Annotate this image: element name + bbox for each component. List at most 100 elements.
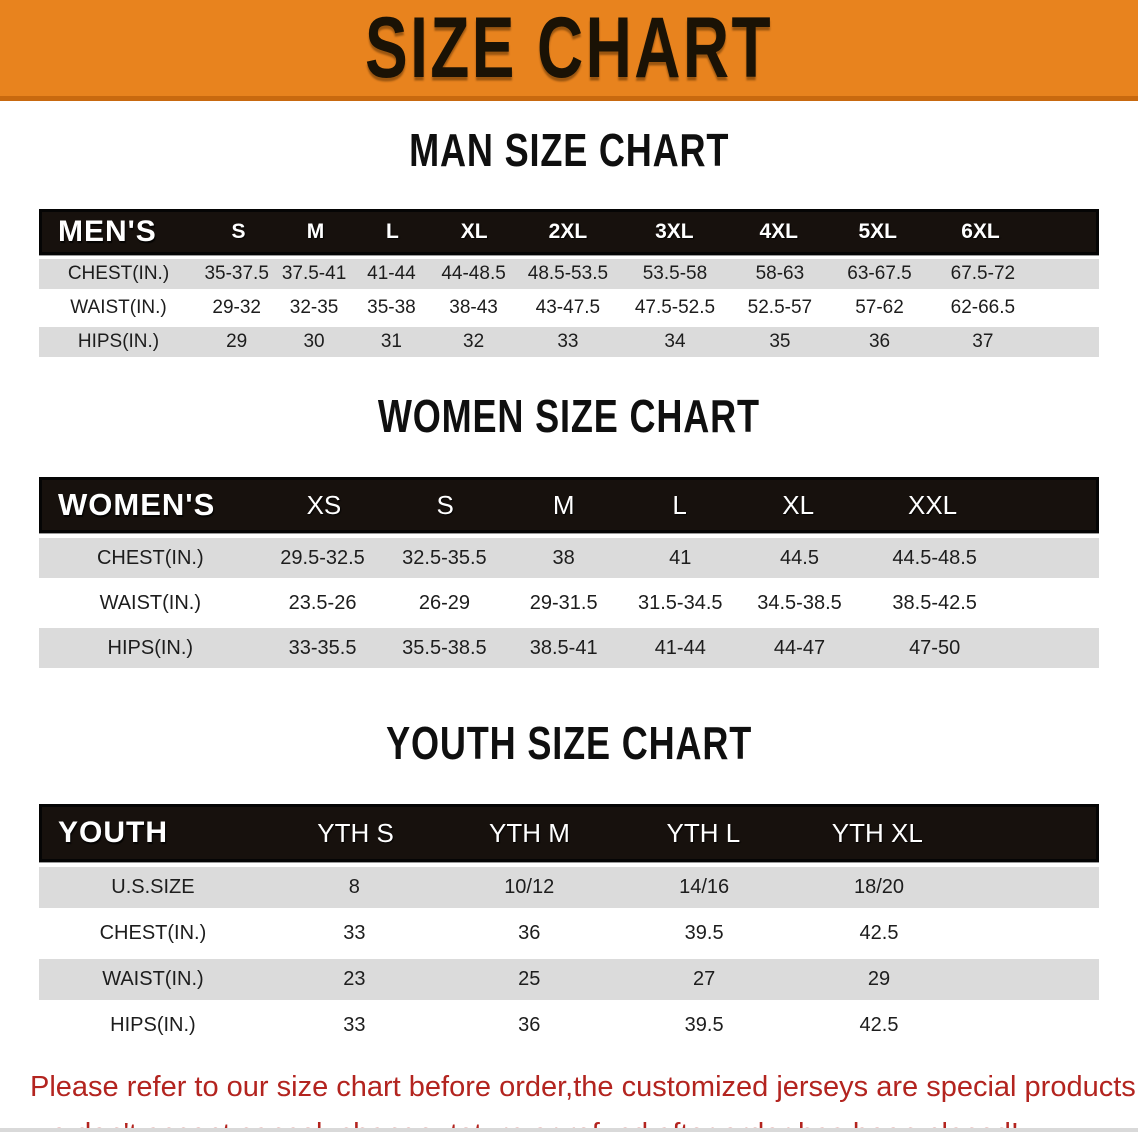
cell-value: 32.5-35.5 <box>402 546 487 569</box>
cell-value: 29 <box>226 331 248 352</box>
row-label: CHEST(IN.) <box>67 263 170 284</box>
cell-value: 44-47 <box>773 636 826 659</box>
women-header-label: WOMEN'S <box>58 487 216 522</box>
cell-value: 36 <box>518 922 541 944</box>
mens-row-chest-in: CHEST(IN.) 35-37.5 37.5-41 41-44 44-48.5 48.5… <box>39 259 1099 289</box>
mens-size-column-5: 3XL <box>655 220 694 243</box>
mens-row-hips-in: HIPS(IN.) 29 30 31 32 33 34 35 36 37 <box>39 327 1099 357</box>
row-label: CHEST(IN.) <box>99 922 207 944</box>
cell-value: 33 <box>343 1014 366 1036</box>
cell-value: 38.5-42.5 <box>892 591 977 614</box>
row-label: HIPS(IN.) <box>110 1014 196 1036</box>
disclaimer-line-1: Please refer to our size chart before or… <box>30 1071 1138 1103</box>
cell-value: 63-67.5 <box>847 263 912 284</box>
cell-value: 34 <box>664 331 686 352</box>
cell-value: 41-44 <box>367 263 416 284</box>
cell-value: 25 <box>518 968 541 990</box>
mens-size-column-6: 4XL <box>759 220 798 243</box>
cell-value: 39.5 <box>684 922 724 944</box>
mens-table-header: MEN'S S M L XL 2XL 3XL 4XL 5XL 6XL <box>39 209 1099 255</box>
women-size-column-1: S <box>436 489 454 520</box>
cell-value: 52.5-57 <box>747 297 813 318</box>
mens-size-column-3: XL <box>460 220 488 243</box>
cell-value: 47-50 <box>909 636 961 659</box>
bottom-edge-strip <box>0 1128 1138 1132</box>
cell-value: 36 <box>518 1014 541 1036</box>
cell-value: 35 <box>769 331 791 352</box>
mens-size-column-4: 2XL <box>548 220 588 243</box>
cell-value: 23.5-26 <box>288 591 357 614</box>
cell-value: 67.5-72 <box>950 263 1016 284</box>
cell-value: 8 <box>348 876 360 898</box>
disclaimer-note: Please refer to our size chart before or… <box>30 1064 1138 1132</box>
youth-row-waist-in: WAIST(IN.) 23 25 27 29 <box>39 959 1099 1000</box>
cell-value: 33 <box>343 922 366 944</box>
cell-value: 30 <box>303 331 325 352</box>
youth-size-column-1: YTH M <box>489 817 570 848</box>
cell-value: 29-31.5 <box>529 591 598 614</box>
women-size-column-4: XL <box>782 489 815 520</box>
youth-table-header: YOUTH YTH S YTH M YTH L YTH XL <box>39 804 1099 862</box>
banner: SIZE CHART <box>0 0 1138 101</box>
youth-row-chest-in: CHEST(IN.) 33 36 39.5 42.5 <box>39 913 1099 954</box>
cell-value: 41 <box>669 546 692 569</box>
row-label: CHEST(IN.) <box>96 546 204 569</box>
cell-value: 38.5-41 <box>529 636 598 659</box>
women-size-column-5: XXL <box>908 489 958 520</box>
cell-value: 33-35.5 <box>288 636 357 659</box>
youth-header-label: YOUTH <box>58 816 168 849</box>
cell-value: 44-48.5 <box>441 263 506 284</box>
cell-value: 38 <box>552 546 575 569</box>
cell-value: 29 <box>867 968 891 990</box>
mens-row-waist-in: WAIST(IN.) 29-32 32-35 35-38 38-43 43-47.5 47.… <box>39 293 1099 323</box>
youth-size-column-0: YTH S <box>317 817 394 848</box>
women-table-header: WOMEN'S XS S M L XL XXL <box>39 477 1099 533</box>
cell-value: 23 <box>343 968 366 990</box>
cell-value: 37.5-41 <box>281 263 347 284</box>
cell-value: 34.5-38.5 <box>757 591 842 614</box>
cell-value: 33 <box>557 331 579 352</box>
row-label: WAIST(IN.) <box>70 297 167 318</box>
cell-value: 43-47.5 <box>535 297 601 318</box>
cell-value: 36 <box>868 331 891 352</box>
cell-value: 48.5-53.5 <box>527 263 609 284</box>
women-size-column-3: L <box>672 489 687 520</box>
cell-value: 29.5-32.5 <box>280 546 365 569</box>
cell-value: 41-44 <box>654 636 706 659</box>
row-label: WAIST(IN.) <box>99 591 202 614</box>
man-section-title: MAN SIZE CHART <box>408 124 730 177</box>
cell-value: 47.5-52.5 <box>634 297 716 318</box>
mens-size-column-7: 5XL <box>858 220 898 243</box>
cell-value: 37 <box>972 331 994 352</box>
youth-row-u-s-size: U.S.SIZE 8 10/12 14/16 18/20 <box>39 867 1099 908</box>
banner-title: SIZE CHART <box>365 0 773 96</box>
cell-value: 44.5 <box>780 546 819 569</box>
women-size-column-2: M <box>552 489 575 520</box>
cell-value: 31 <box>380 331 402 352</box>
cell-value: 53.5-58 <box>642 263 708 284</box>
women-section-title: WOMEN SIZE CHART <box>378 390 760 443</box>
cell-value: 32 <box>463 331 485 352</box>
youth-size-column-3: YTH XL <box>831 817 923 848</box>
cell-value: 14/16 <box>679 876 730 898</box>
row-label: U.S.SIZE <box>111 876 195 898</box>
youth-row-hips-in: HIPS(IN.) 33 36 39.5 42.5 <box>39 1005 1099 1046</box>
cell-value: 38-43 <box>449 297 498 318</box>
cell-value: 10/12 <box>504 876 555 898</box>
row-label: HIPS(IN.) <box>107 636 194 659</box>
women-row-chest-in: CHEST(IN.) 29.5-32.5 32.5-35.5 38 41 44.5 44.5… <box>39 538 1099 578</box>
cell-value: 35-37.5 <box>204 263 269 284</box>
cell-value: 35-38 <box>367 297 416 318</box>
womens-size-table: WOMEN'S XS S M L XL XXL CHEST(IN.) 29.5-32.5 32.5… <box>39 477 1099 668</box>
row-label: HIPS(IN.) <box>77 331 160 352</box>
women-size-column-0: XS <box>306 489 342 520</box>
cell-value: 44.5-48.5 <box>892 546 977 569</box>
cell-value: 27 <box>692 968 716 990</box>
youth-size-column-2: YTH L <box>666 817 741 848</box>
cell-value: 32-35 <box>289 297 339 318</box>
cell-value: 62-66.5 <box>950 297 1016 318</box>
youth-section-title: YOUTH SIZE CHART <box>386 717 752 770</box>
cell-value: 18/20 <box>853 876 905 898</box>
cell-value: 31.5-34.5 <box>638 591 723 614</box>
